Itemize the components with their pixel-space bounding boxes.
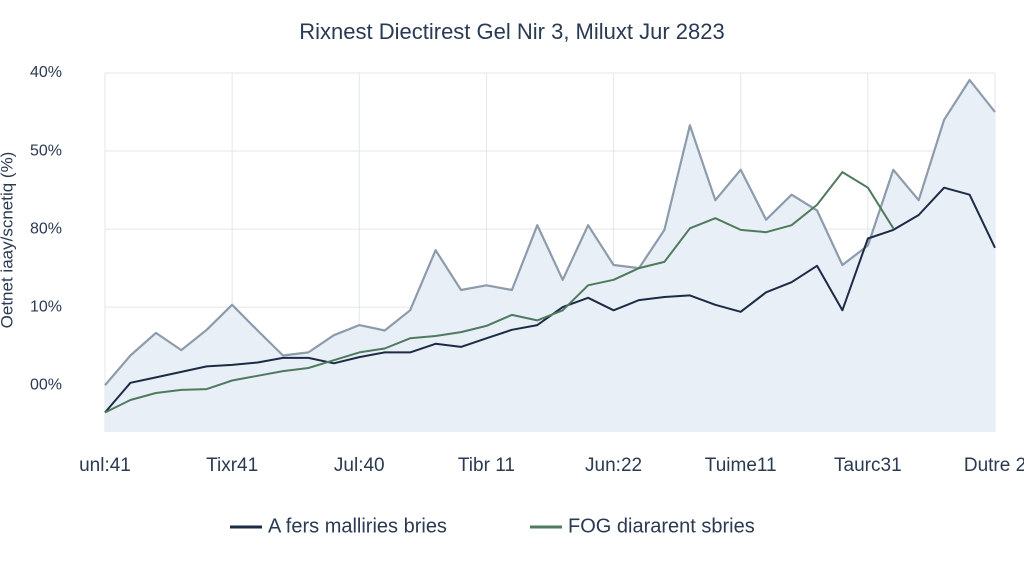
chart-title: Rixnest Diectirest Gel Nir 3, Miluxt Jur…	[299, 19, 724, 44]
x-tick-label: Jun:22	[585, 455, 642, 476]
x-tick-label: Tibr 11	[458, 455, 515, 476]
x-tick-label: Jul:40	[334, 455, 385, 476]
x-tick-label: Tuime11	[705, 455, 777, 476]
y-tick-label: 50%	[30, 142, 62, 159]
legend-label: A fers malliries bries	[268, 515, 447, 537]
series-line	[104, 171, 895, 414]
series-area	[105, 80, 995, 432]
x-tick-label: Taurc31	[834, 455, 902, 476]
x-tick-label: Tixr41	[206, 455, 258, 476]
x-tick-label: Dutre 2	[964, 455, 1024, 476]
y-tick-label: 10%	[30, 298, 62, 315]
y-tick-label: 40%	[30, 64, 62, 81]
x-tick-label: unl:41	[79, 455, 131, 476]
legend-label: FOG diararent sbries	[568, 515, 755, 537]
y-axis-label: Oetnet iaay/scnetiq (%)	[0, 152, 16, 329]
series-line	[104, 78, 996, 386]
y-tick-label: 80%	[30, 220, 62, 237]
y-tick-label: 00%	[30, 376, 62, 393]
